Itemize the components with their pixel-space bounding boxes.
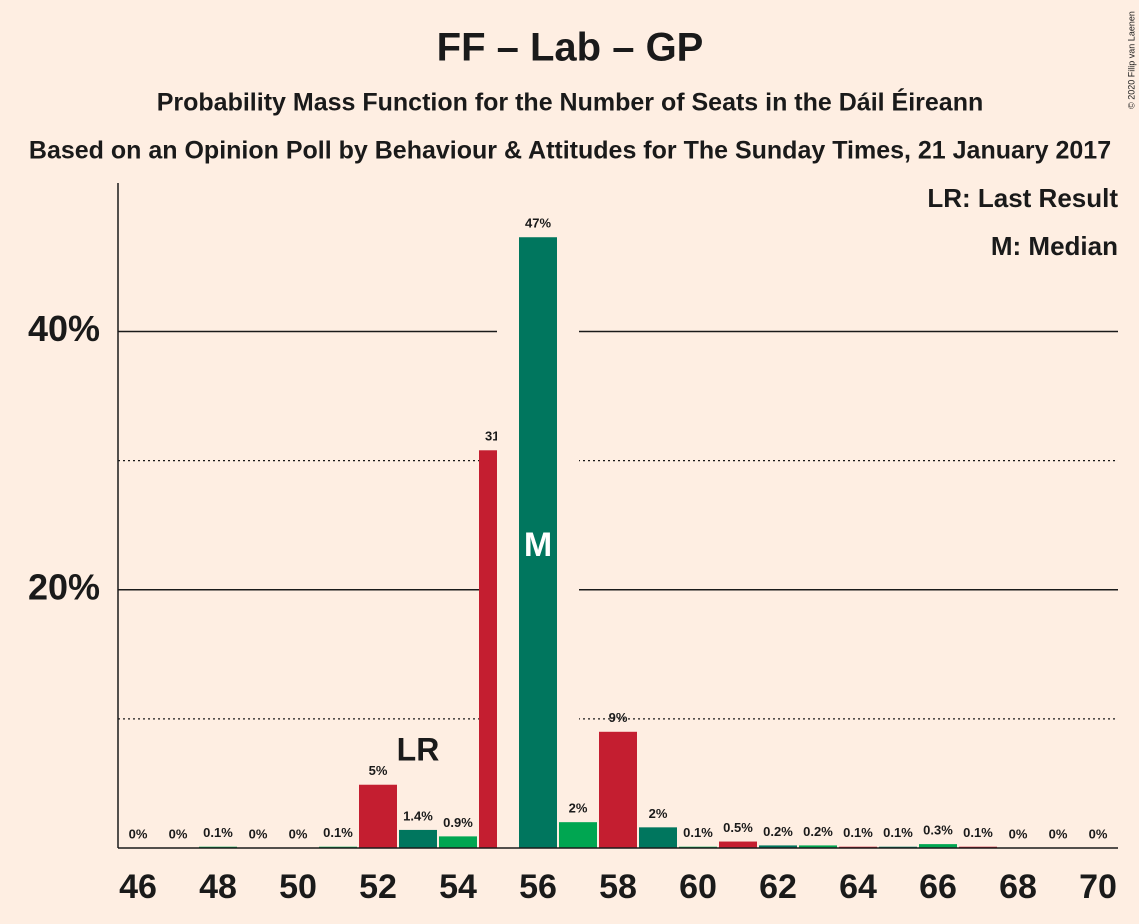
- chart-title: FF – Lab – GP: [437, 26, 704, 70]
- caption: Based on an Opinion Poll by Behaviour & …: [29, 137, 1111, 165]
- value-label: 0%: [1049, 826, 1068, 841]
- bar: [439, 836, 477, 848]
- bar: [519, 237, 557, 848]
- x-tick-label: 66: [919, 868, 957, 906]
- bar: [759, 845, 797, 848]
- bar: [639, 827, 677, 848]
- legend-entry: LR: Last Result: [927, 183, 1118, 213]
- subtitle: Probability Mass Function for the Number…: [157, 88, 984, 117]
- value-label: 0.2%: [763, 824, 793, 839]
- bar: [719, 841, 757, 848]
- value-label: 0.1%: [323, 825, 353, 840]
- value-label: 0.1%: [683, 825, 713, 840]
- x-tick-label: 64: [839, 868, 877, 906]
- value-label: 9%: [609, 710, 628, 725]
- median-marker: M: [524, 526, 552, 564]
- legend-entry: M: Median: [991, 231, 1118, 261]
- value-label: 0.1%: [883, 825, 913, 840]
- value-label: 0%: [1009, 826, 1028, 841]
- value-label: 47%: [525, 216, 551, 231]
- x-tick-label: 58: [599, 868, 637, 906]
- value-label: 0.1%: [203, 825, 233, 840]
- x-tick-label: 60: [679, 868, 717, 906]
- value-label: 0%: [129, 826, 148, 841]
- value-label: 0%: [289, 826, 308, 841]
- value-label: 0.3%: [923, 823, 953, 838]
- x-tick-label: 52: [359, 868, 397, 906]
- bar: [559, 822, 597, 848]
- value-label: 0.2%: [803, 824, 833, 839]
- value-label: 0.1%: [963, 825, 993, 840]
- value-label: 0.1%: [843, 825, 873, 840]
- x-tick-label: 68: [999, 868, 1037, 906]
- value-label: 1.4%: [403, 808, 433, 823]
- last-result-marker: LR: [397, 731, 440, 767]
- x-tick-label: 50: [279, 868, 317, 906]
- bar: [359, 784, 397, 848]
- value-label: 5%: [369, 763, 388, 778]
- x-tick-label: 56: [519, 868, 557, 906]
- bar: [799, 845, 837, 848]
- value-label: 0.9%: [443, 815, 473, 830]
- value-label: 2%: [649, 806, 668, 821]
- value-label: 0.5%: [723, 820, 753, 835]
- y-tick-label: 40%: [28, 308, 100, 349]
- x-tick-label: 62: [759, 868, 797, 906]
- value-label: 0%: [249, 826, 268, 841]
- x-tick-label: 46: [119, 868, 157, 906]
- credit: © 2020 Filip van Laenen: [1126, 11, 1136, 109]
- bar: [919, 844, 957, 848]
- bar: [399, 829, 437, 848]
- x-tick-label: 70: [1079, 868, 1117, 906]
- x-tick-label: 54: [439, 868, 477, 906]
- bar: [599, 731, 637, 848]
- y-tick-label: 20%: [28, 566, 100, 607]
- value-label: 2%: [569, 801, 588, 816]
- value-label: 0%: [169, 826, 188, 841]
- value-label: 0%: [1089, 826, 1108, 841]
- x-tick-label: 48: [199, 868, 237, 906]
